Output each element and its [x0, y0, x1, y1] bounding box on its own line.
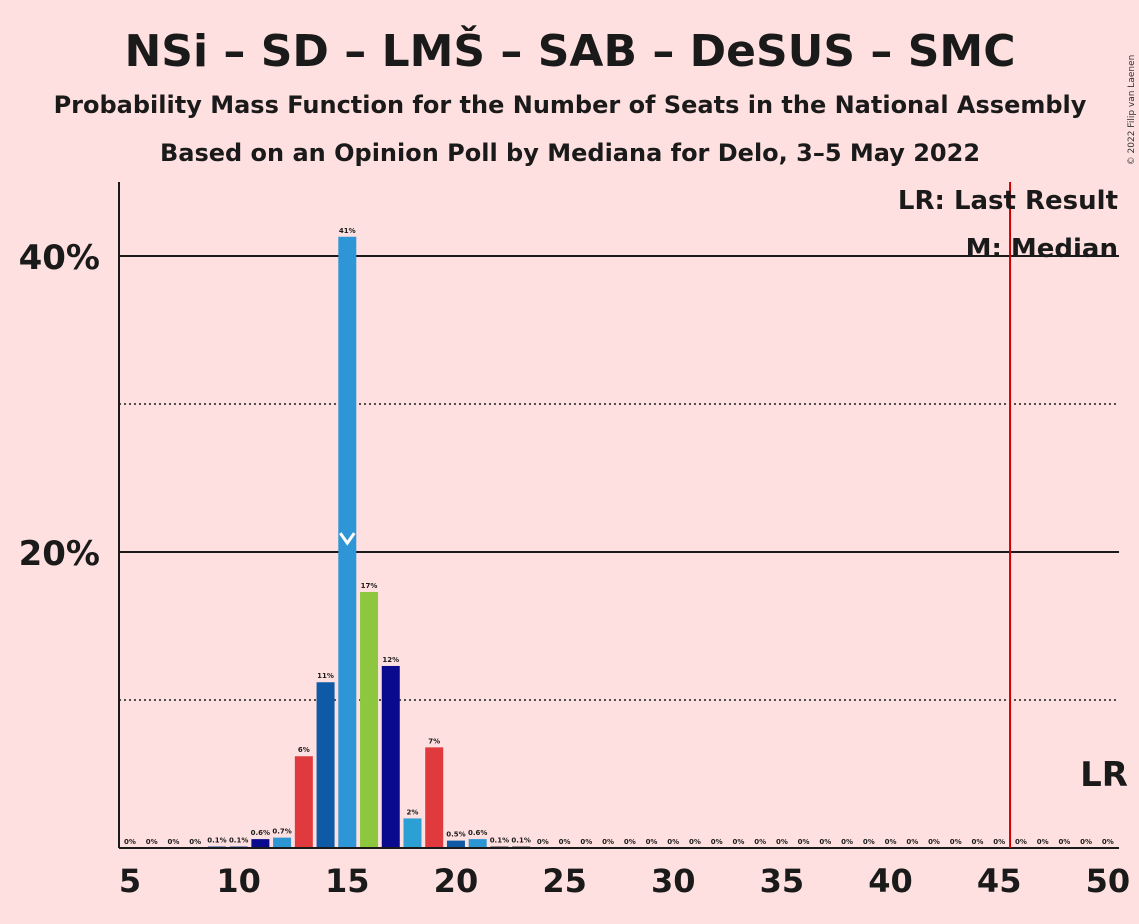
bar [360, 591, 379, 848]
data-label: 0% [928, 838, 940, 846]
bars [207, 236, 531, 848]
data-label: 0% [754, 838, 766, 846]
legend-last-result: LR: Last Result [898, 186, 1118, 216]
bar [446, 840, 465, 848]
chart-subtitle: Probability Mass Function for the Number… [54, 91, 1087, 119]
data-label: 0.1% [207, 837, 226, 845]
x-tick-label: 35 [760, 862, 805, 900]
gridlines [119, 255, 1119, 701]
data-label: 0% [1037, 838, 1049, 846]
data-label: 0% [711, 838, 723, 846]
data-label: 7% [428, 737, 440, 745]
data-label: 0.1% [490, 837, 509, 845]
data-label: 0% [559, 838, 571, 846]
data-label: 0% [624, 838, 636, 846]
data-labels: 0% 0% 0% 0% 0.1% 0.1%0.6% 0.7%6%11%41%17%12%2%… [124, 227, 1114, 846]
data-label: 0% [798, 838, 810, 846]
data-label: 0% [689, 838, 701, 846]
data-label: 0% [841, 838, 853, 846]
x-tick-label: 50 [1086, 862, 1131, 900]
data-label: 0.5% [446, 831, 465, 839]
data-label: 0% [972, 838, 984, 846]
data-label: 41% [339, 227, 356, 235]
x-tick-label: 30 [651, 862, 696, 900]
data-label: 0% [189, 838, 201, 846]
x-tick-label: 40 [868, 862, 913, 900]
data-label: 12% [382, 656, 399, 664]
data-label: 0.6% [468, 829, 487, 837]
x-tick-labels: 5 10 15 20 25 30 35 40 45 50 [119, 862, 1130, 900]
data-label: 0.7% [272, 828, 291, 836]
legend-median: M: Median [966, 234, 1118, 264]
bar [425, 747, 444, 848]
x-tick-label: 20 [434, 862, 479, 900]
data-label: 0.1% [511, 837, 530, 845]
bar [316, 682, 335, 848]
data-label: 0% [906, 838, 918, 846]
data-label: 0% [1015, 838, 1027, 846]
data-label: 17% [361, 582, 378, 590]
data-label: 0% [667, 838, 679, 846]
bar [294, 756, 313, 848]
data-label: 0% [602, 838, 614, 846]
bar [273, 837, 292, 848]
data-label: 0% [580, 838, 592, 846]
x-tick-label: 10 [216, 862, 261, 900]
data-label: 0% [1102, 838, 1114, 846]
x-tick-label: 5 [119, 862, 141, 900]
data-label: 0% [537, 838, 549, 846]
data-label: 0% [168, 838, 180, 846]
median-marker [339, 532, 356, 546]
y-tick-label: 20% [19, 534, 100, 574]
data-label: 0.1% [229, 837, 248, 845]
data-label: 11% [317, 672, 334, 680]
data-label: 2% [407, 808, 419, 816]
data-label: 0.6% [251, 829, 270, 837]
x-tick-label: 15 [325, 862, 370, 900]
bar [251, 839, 270, 848]
y-tick-labels: 20% 40% [19, 238, 100, 574]
copyright-notice: © 2022 Filip van Laenen [1127, 55, 1137, 166]
data-label: 0% [885, 838, 897, 846]
data-label: 0% [993, 838, 1005, 846]
data-label: 0% [776, 838, 788, 846]
data-label: 0% [819, 838, 831, 846]
x-tick-label: 45 [977, 862, 1022, 900]
data-label: 0% [732, 838, 744, 846]
data-label: 0% [124, 838, 136, 846]
data-label: 0% [146, 838, 158, 846]
data-label: 0% [950, 838, 962, 846]
data-label: 0% [863, 838, 875, 846]
lr-marker-label: LR [1080, 755, 1128, 795]
bar [381, 665, 400, 848]
data-label: 0% [1080, 838, 1092, 846]
data-label: 0% [1058, 838, 1070, 846]
chart-title: NSi – SD – LMŠ – SAB – DeSUS – SMC [124, 24, 1015, 77]
y-tick-label: 40% [19, 238, 100, 278]
bar [468, 839, 487, 848]
x-tick-label: 25 [542, 862, 587, 900]
chart-subtitle-2: Based on an Opinion Poll by Mediana for … [160, 139, 980, 167]
data-label: 0% [646, 838, 658, 846]
bar [403, 818, 422, 848]
data-label: 6% [298, 746, 310, 754]
